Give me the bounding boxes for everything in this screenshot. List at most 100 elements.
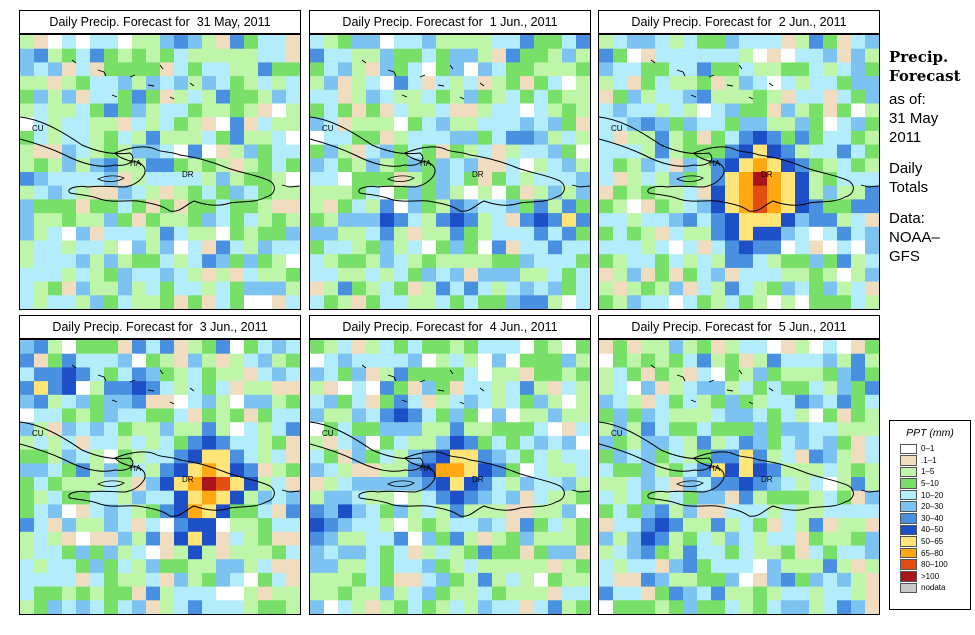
precip-cell xyxy=(216,353,231,368)
precip-cell xyxy=(436,572,451,587)
precip-cell xyxy=(146,449,161,464)
precip-cell xyxy=(422,213,437,228)
precip-cell xyxy=(520,76,535,91)
precip-cell xyxy=(739,158,754,173)
precip-cell xyxy=(436,394,451,409)
precip-cell xyxy=(851,254,866,269)
precip-cell xyxy=(562,422,577,437)
precip-cell xyxy=(62,254,77,269)
precip-cell xyxy=(655,340,670,355)
precip-cell xyxy=(20,199,35,214)
precip-cell xyxy=(48,340,63,355)
precip-cell xyxy=(823,185,838,200)
precip-cell xyxy=(464,226,479,241)
precip-cell xyxy=(767,353,782,368)
precip-cell xyxy=(795,213,810,228)
precip-cell xyxy=(146,172,161,187)
precip-cell xyxy=(534,254,549,269)
precip-cell xyxy=(146,254,161,269)
precip-cell xyxy=(436,463,451,478)
precip-cell xyxy=(352,254,367,269)
precip-cell xyxy=(851,117,866,132)
precip-cell xyxy=(823,408,838,423)
precip-cell xyxy=(394,394,409,409)
precip-cell xyxy=(837,394,852,409)
precip-cell xyxy=(837,103,852,118)
precip-cell xyxy=(118,572,133,587)
precip-cell xyxy=(865,199,879,214)
precip-cell xyxy=(865,295,879,309)
precip-cell xyxy=(464,254,479,269)
precip-cell xyxy=(118,531,133,546)
precip-cell xyxy=(725,477,740,492)
precip-cell xyxy=(436,144,451,159)
precip-cell xyxy=(599,545,614,560)
precip-cell xyxy=(795,103,810,118)
precip-cell xyxy=(492,254,507,269)
precip-cell xyxy=(865,76,879,91)
precip-cell xyxy=(781,340,796,355)
precip-cell xyxy=(562,281,577,296)
precip-cell xyxy=(366,35,381,50)
precip-cell xyxy=(34,600,49,614)
precip-cell xyxy=(272,477,287,492)
precip-cell xyxy=(767,435,782,450)
precip-cell xyxy=(599,185,614,200)
precip-cell xyxy=(146,518,161,533)
precip-cell xyxy=(627,144,642,159)
precip-cell xyxy=(132,185,147,200)
precip-cell xyxy=(408,240,423,255)
precip-cell xyxy=(795,490,810,505)
precip-cell xyxy=(286,545,300,560)
precip-cell xyxy=(795,117,810,132)
precip-cell xyxy=(118,89,133,104)
precip-cell xyxy=(739,518,754,533)
precip-cell xyxy=(655,394,670,409)
precip-cell xyxy=(48,504,63,519)
precip-cell xyxy=(450,518,465,533)
precip-cell xyxy=(188,117,203,132)
precip-cell xyxy=(76,408,91,423)
precip-cell xyxy=(202,295,217,309)
precip-cell xyxy=(104,600,119,614)
precip-cell xyxy=(613,89,628,104)
asof-label: as of: xyxy=(889,91,926,108)
precip-cell xyxy=(408,435,423,450)
precip-cell xyxy=(338,449,353,464)
precip-cell xyxy=(548,62,563,77)
precip-cell xyxy=(20,267,35,282)
precip-cell xyxy=(865,172,879,187)
precip-cell xyxy=(478,559,493,574)
precip-cell xyxy=(118,408,133,423)
precip-cell xyxy=(450,62,465,77)
precip-cell xyxy=(823,62,838,77)
precip-cell xyxy=(613,531,628,546)
precip-cell xyxy=(548,130,563,145)
precip-cell xyxy=(258,367,273,382)
precip-cell xyxy=(725,76,740,91)
precip-cell xyxy=(520,463,535,478)
precip-cell xyxy=(286,199,300,214)
precip-cell xyxy=(272,490,287,505)
precip-cell xyxy=(492,353,507,368)
precip-cell xyxy=(520,254,535,269)
precip-cell xyxy=(795,572,810,587)
precip-cell xyxy=(118,172,133,187)
precip-cell xyxy=(464,572,479,587)
precip-cell xyxy=(548,295,563,309)
precip-cell xyxy=(48,226,63,241)
precip-cell xyxy=(781,172,796,187)
precip-cell xyxy=(851,76,866,91)
legend-label: >100 xyxy=(921,571,940,581)
precip-cell xyxy=(464,35,479,50)
precip-cell xyxy=(188,185,203,200)
precip-cell xyxy=(753,353,768,368)
hispaniola-coastline xyxy=(358,451,565,517)
totals-line-2: Totals xyxy=(889,179,929,196)
precip-cell xyxy=(286,35,300,50)
precip-cell xyxy=(258,449,273,464)
precip-cell xyxy=(352,531,367,546)
precip-cell xyxy=(725,504,740,519)
precip-cell xyxy=(641,240,656,255)
precip-cell xyxy=(613,340,628,355)
